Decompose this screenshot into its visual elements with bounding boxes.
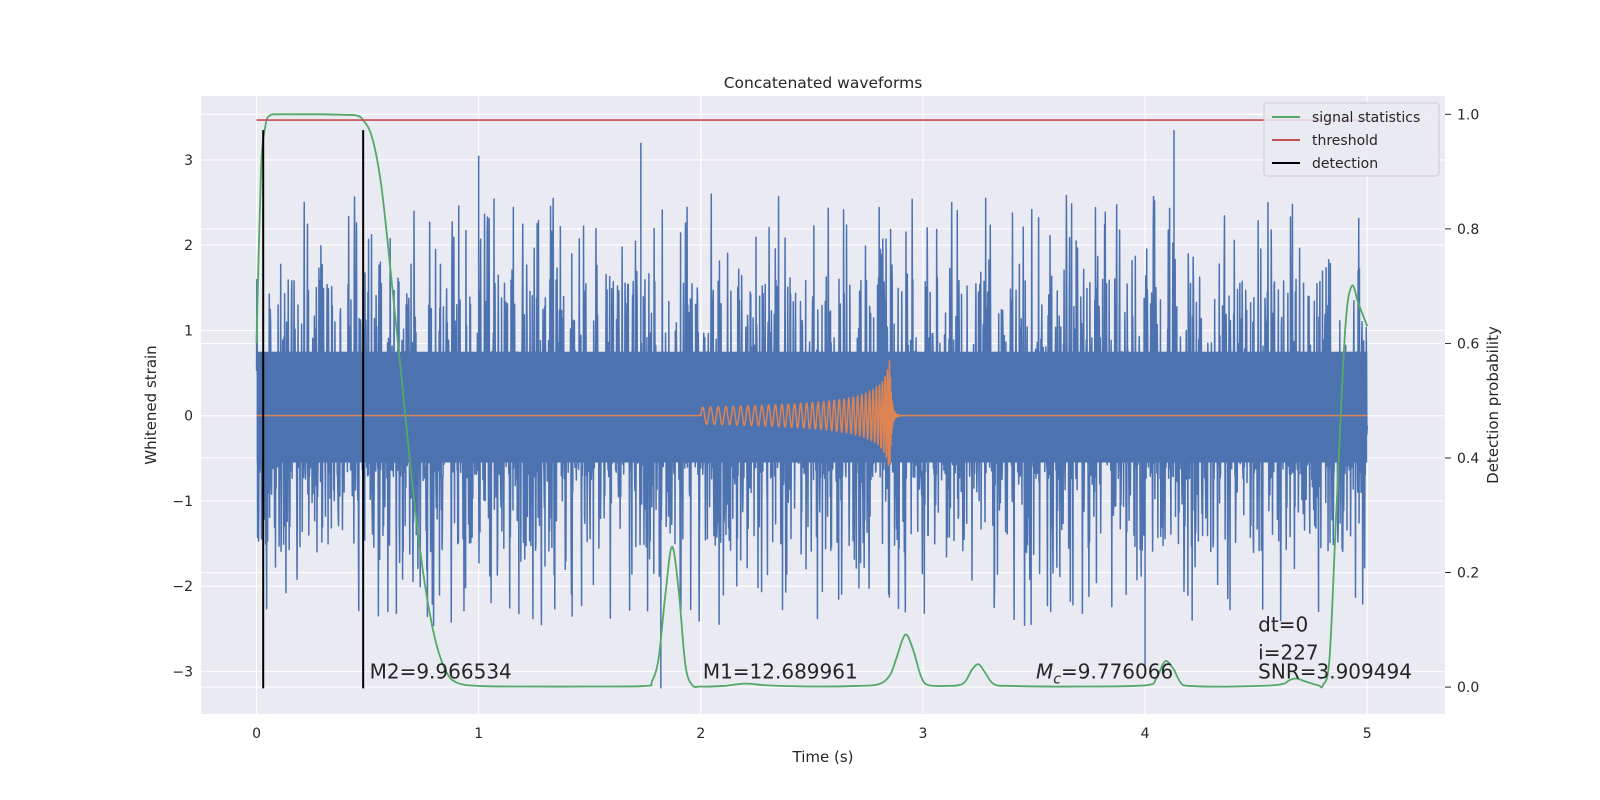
legend-label-signal-statistics: signal statistics <box>1312 110 1420 126</box>
signal-statistics-line <box>255 113 1369 689</box>
y2-tick-label: 0.4 <box>1457 451 1479 467</box>
legend-label-threshold: threshold <box>1312 133 1378 149</box>
y2-tick-label: 0.2 <box>1457 566 1479 582</box>
legend: signal statistics threshold detection <box>1263 102 1440 177</box>
annotation-text: SNR=3.909494 <box>1258 659 1412 683</box>
chirp-series <box>256 360 1368 466</box>
y-tick-label: 3 <box>184 153 193 169</box>
y2-tick-label: 0.0 <box>1457 680 1479 696</box>
detection-series <box>262 130 365 689</box>
annotation-text: dt=0 <box>1258 612 1308 636</box>
legend-box <box>1263 102 1440 177</box>
chart-title: Concatenated waveforms <box>724 74 923 92</box>
annotation-main: M <box>1036 659 1053 683</box>
y2-axis-label: Detection probability <box>1484 326 1502 484</box>
annotation-rest: =9.776066 <box>1061 659 1173 683</box>
signal-statistics-series <box>255 113 1369 689</box>
axis-ticks: 0 1 2 3 4 5 −3 −2 −1 0 1 2 3 0.0 0.2 0.4 0.6 0.8 1.0 <box>172 107 1479 742</box>
y-tick-label: −3 <box>172 664 193 680</box>
y-tick-label: −2 <box>172 579 193 595</box>
x-tick-label: 4 <box>1141 726 1150 742</box>
y-tick-label: −1 <box>172 494 193 510</box>
x-tick-label: 0 <box>252 726 261 742</box>
annotations: M2=9.966534 M1=12.689961 Mc=9.776066 dt=0 i=… <box>370 612 1412 687</box>
chirp-line <box>256 360 1368 466</box>
y-tick-label: 0 <box>184 409 193 425</box>
y2-tick-label: 0.6 <box>1457 336 1479 352</box>
annotation-text: M1=12.689961 <box>703 659 858 683</box>
annotation-sub: c <box>1053 671 1061 687</box>
annotation-text: M2=9.966534 <box>370 659 512 683</box>
x-tick-label: 1 <box>474 726 483 742</box>
x-tick-label: 5 <box>1363 726 1372 742</box>
y2-tick-label: 0.8 <box>1457 222 1479 238</box>
x-tick-label: 3 <box>919 726 928 742</box>
y-axis-label: Whitened strain <box>142 345 160 464</box>
x-tick-label: 2 <box>696 726 705 742</box>
legend-label-detection: detection <box>1312 156 1378 172</box>
y2-tick-label: 1.0 <box>1457 107 1479 123</box>
y-tick-label: 2 <box>184 238 193 254</box>
x-axis-label: Time (s) <box>792 748 854 766</box>
y-tick-label: 1 <box>184 323 193 339</box>
annotation-text: Mc=9.776066 <box>1036 659 1173 687</box>
annotation-text: i=227 <box>1258 641 1319 665</box>
